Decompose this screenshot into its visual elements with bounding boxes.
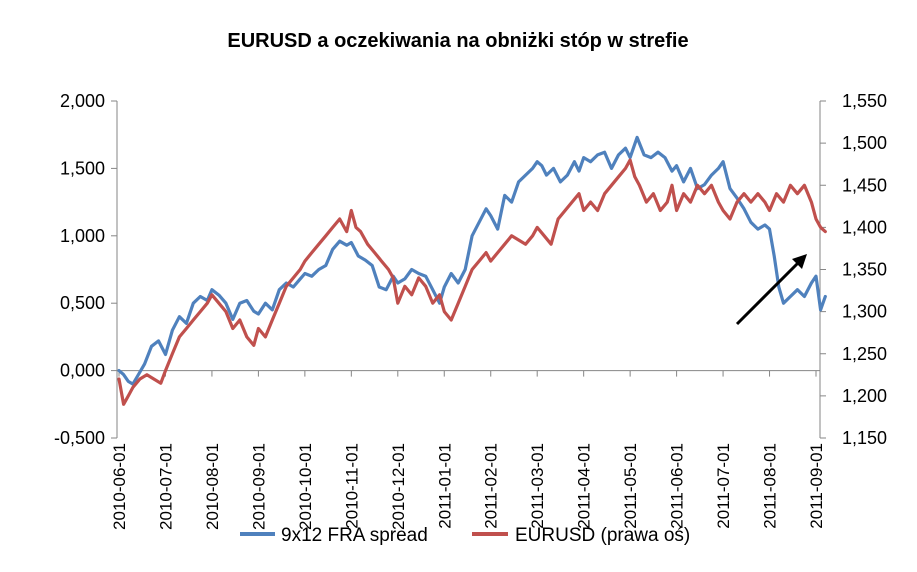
x-tick-label: 2010-06-01 xyxy=(110,443,129,530)
x-tick-label: 2010-09-01 xyxy=(249,443,268,530)
annotation-arrow-shaft xyxy=(735,259,802,326)
right-tick-label: 1,550 xyxy=(842,91,887,111)
x-axis: 2010-06-01 2010-07-01 2010-08-01 2010-09-01… xyxy=(110,370,826,530)
left-tick-label: 1,000 xyxy=(60,226,105,246)
right-tick-label: 1,300 xyxy=(842,302,887,322)
series-line-fra-spread xyxy=(117,135,827,386)
x-tick-label: 2011-01-01 xyxy=(435,443,454,529)
x-tick-label: 2011-07-01 xyxy=(714,443,733,529)
left-tick-label: -0,500 xyxy=(54,428,105,448)
x-tick-label: 2011-08-01 xyxy=(761,443,780,529)
legend-label-eurusd: EURUSD (prawa oś) xyxy=(515,525,690,546)
x-tick-label: 2010-07-01 xyxy=(156,443,175,530)
series-lines xyxy=(117,135,827,406)
chart-title: EURUSD a oczekiwania na obniżki stóp w s… xyxy=(227,30,688,52)
right-tick-label: 1,250 xyxy=(842,344,887,364)
annotation-arrow-head xyxy=(792,254,807,269)
right-tick-label: 1,150 xyxy=(842,428,887,448)
x-tick-label: 2011-02-01 xyxy=(482,443,501,529)
series-line-eurusd xyxy=(117,158,827,406)
x-tick-label: 2010-12-01 xyxy=(389,443,408,530)
chart-legend: 9x12 FRA spread EURUSD (prawa oś) xyxy=(240,525,690,546)
right-tick-label: 1,450 xyxy=(842,175,887,195)
plot-area xyxy=(116,101,821,438)
legend-label-fra: 9x12 FRA spread xyxy=(281,525,428,546)
x-tick-label: 2010-10-01 xyxy=(296,443,315,530)
x-tick-label: 2011-09-01 xyxy=(807,443,826,529)
right-tick-label: 1,350 xyxy=(842,260,887,280)
left-tick-label: 2,000 xyxy=(60,91,105,111)
right-tick-label: 1,200 xyxy=(842,386,887,406)
left-tick-label: 0,000 xyxy=(60,361,105,381)
right-y-axis: 1,150 1,200 1,250 1,300 1,350 1,400 1,450 1,500… xyxy=(820,91,887,448)
left-tick-label: 1,500 xyxy=(60,158,105,178)
x-tick-label: 2011-05-01 xyxy=(621,443,640,529)
x-tick-label: 2011-04-01 xyxy=(575,443,594,529)
x-tick-label: 2010-11-01 xyxy=(342,443,361,529)
right-tick-label: 1,400 xyxy=(842,217,887,237)
left-tick-label: 0,500 xyxy=(60,293,105,313)
annotations xyxy=(735,254,807,326)
x-tick-label: 2010-08-01 xyxy=(203,443,222,530)
right-tick-label: 1,500 xyxy=(842,133,887,153)
left-y-axis: -0,500 0,000 0,500 1,000 1,500 2,000 xyxy=(54,91,117,448)
x-tick-label: 2011-03-01 xyxy=(528,443,547,529)
x-tick-label: 2011-06-01 xyxy=(668,443,687,529)
